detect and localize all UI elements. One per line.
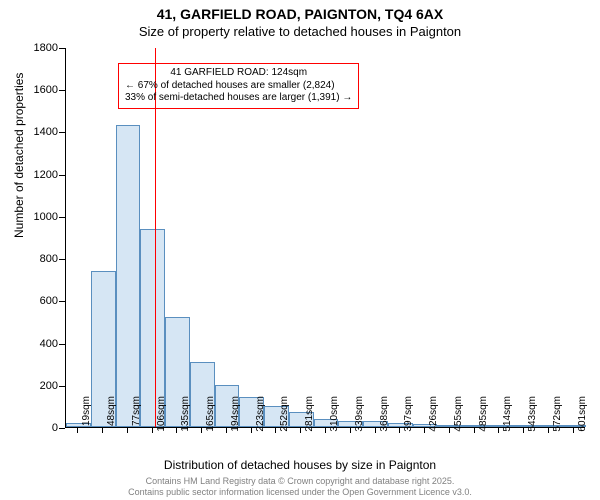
x-tick-label: 601sqm [577,396,588,436]
x-tick [350,428,351,433]
y-tick [59,175,65,176]
x-tick [201,428,202,433]
x-tick [325,428,326,433]
x-tick-label: 339sqm [354,396,365,436]
x-tick-label: 397sqm [403,396,414,436]
y-tick [59,217,65,218]
chart-container: 41, GARFIELD ROAD, PAIGNTON, TQ4 6AX Siz… [0,0,600,500]
x-tick-label: 310sqm [329,396,340,436]
x-tick-label: 165sqm [205,396,216,436]
x-tick [176,428,177,433]
x-tick-label: 194sqm [230,396,241,436]
x-tick [573,428,574,433]
y-tick [59,48,65,49]
x-tick-label: 572sqm [552,396,563,436]
x-tick-label: 281sqm [304,396,315,436]
x-tick [498,428,499,433]
y-tick [59,301,65,302]
footer-line-1: Contains HM Land Registry data © Crown c… [0,476,600,487]
x-tick-label: 514sqm [502,396,513,436]
annotation-line-1: 41 GARFIELD ROAD: 124sqm [125,67,352,80]
y-tick-label: 1200 [18,169,58,181]
y-tick [59,259,65,260]
x-tick [424,428,425,433]
y-tick-label: 1400 [18,126,58,138]
x-tick [275,428,276,433]
y-tick [59,386,65,387]
x-tick [152,428,153,433]
annotation-line-2: ← 67% of detached houses are smaller (2,… [125,80,352,93]
x-axis-label: Distribution of detached houses by size … [0,458,600,472]
y-tick [59,132,65,133]
y-tick [59,428,65,429]
x-tick [127,428,128,433]
x-tick-label: 485sqm [478,396,489,436]
x-tick [226,428,227,433]
x-tick [102,428,103,433]
y-tick-label: 200 [18,380,58,392]
y-tick-label: 400 [18,338,58,350]
x-tick [523,428,524,433]
footer-line-2: Contains public sector information licen… [0,487,600,498]
x-tick [251,428,252,433]
annotation-box: 41 GARFIELD ROAD: 124sqm ← 67% of detach… [118,63,359,109]
footer-text: Contains HM Land Registry data © Crown c… [0,476,600,498]
y-tick-label: 1800 [18,42,58,54]
y-tick-label: 600 [18,295,58,307]
x-tick [399,428,400,433]
x-tick-label: 426sqm [428,396,439,436]
x-tick-label: 135sqm [180,396,191,436]
x-tick-label: 455sqm [453,396,464,436]
x-tick [449,428,450,433]
x-tick [548,428,549,433]
x-tick [300,428,301,433]
y-tick [59,344,65,345]
bar [116,125,141,427]
x-tick [77,428,78,433]
plot-area: 41 GARFIELD ROAD: 124sqm ← 67% of detach… [65,48,585,428]
x-tick-label: 106sqm [156,396,167,436]
chart-subtitle: Size of property relative to detached ho… [0,24,600,39]
x-tick-label: 252sqm [279,396,290,436]
x-tick-label: 543sqm [527,396,538,436]
y-tick-label: 800 [18,253,58,265]
x-tick [474,428,475,433]
y-tick [59,90,65,91]
y-tick-label: 0 [18,422,58,434]
x-tick-label: 48sqm [106,396,117,436]
y-tick-label: 1000 [18,211,58,223]
annotation-line-3: 33% of semi-detached houses are larger (… [125,92,352,105]
x-tick-label: 223sqm [255,396,266,436]
x-tick [375,428,376,433]
y-tick-label: 1600 [18,84,58,96]
x-tick-label: 77sqm [131,396,142,436]
x-tick-label: 368sqm [379,396,390,436]
x-tick-label: 19sqm [81,396,92,436]
chart-title: 41, GARFIELD ROAD, PAIGNTON, TQ4 6AX [0,6,600,22]
